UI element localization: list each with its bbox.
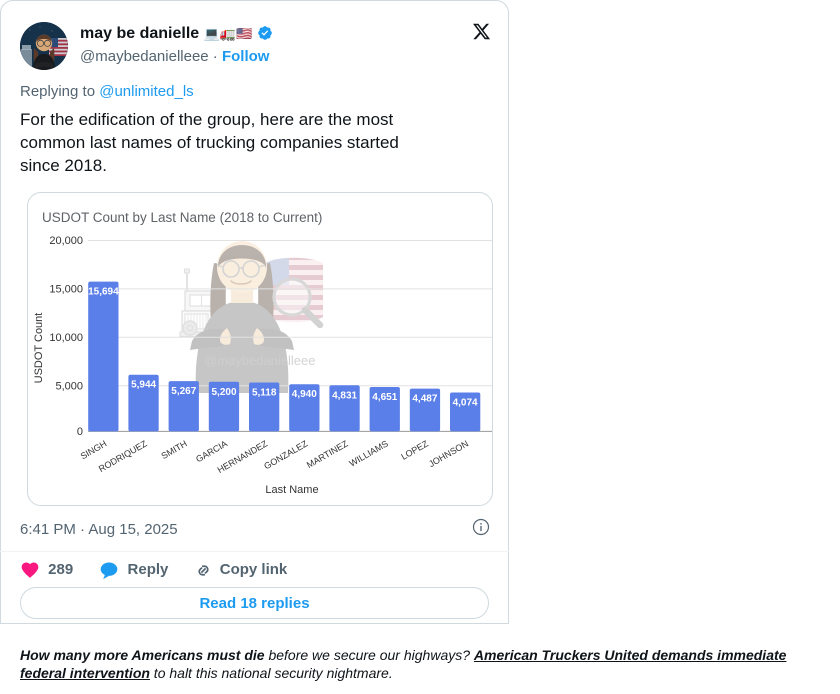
- svg-text:15,694: 15,694: [88, 287, 119, 298]
- svg-text:4,940: 4,940: [292, 389, 317, 400]
- svg-text:0: 0: [77, 426, 83, 438]
- svg-text:4,831: 4,831: [332, 390, 357, 401]
- svg-text:4,487: 4,487: [412, 394, 437, 405]
- svg-text:20,000: 20,000: [49, 235, 83, 247]
- svg-text:SMITH: SMITH: [160, 438, 189, 461]
- svg-text:5,944: 5,944: [131, 380, 156, 391]
- svg-text:5,267: 5,267: [171, 386, 196, 397]
- svg-text:JOHNSON: JOHNSON: [427, 438, 470, 469]
- svg-text:WILLIAMS: WILLIAMS: [348, 438, 390, 468]
- svg-text:LOPEZ: LOPEZ: [399, 438, 430, 462]
- svg-text:MARTINEZ: MARTINEZ: [305, 438, 350, 470]
- svg-text:4,074: 4,074: [453, 398, 478, 409]
- svg-text:5,000: 5,000: [55, 380, 83, 392]
- svg-text:GARCIA: GARCIA: [194, 438, 229, 464]
- svg-text:USDOT Count: USDOT Count: [33, 313, 45, 384]
- svg-text:SINGH: SINGH: [79, 438, 109, 461]
- svg-text:5,200: 5,200: [211, 387, 236, 398]
- svg-text:Last Name: Last Name: [265, 484, 318, 496]
- svg-text:10,000: 10,000: [49, 332, 83, 344]
- svg-text:15,000: 15,000: [49, 283, 83, 295]
- svg-text:4,651: 4,651: [372, 392, 397, 403]
- svg-text:5,118: 5,118: [252, 388, 277, 399]
- svg-text:GONZALEZ: GONZALEZ: [262, 438, 309, 471]
